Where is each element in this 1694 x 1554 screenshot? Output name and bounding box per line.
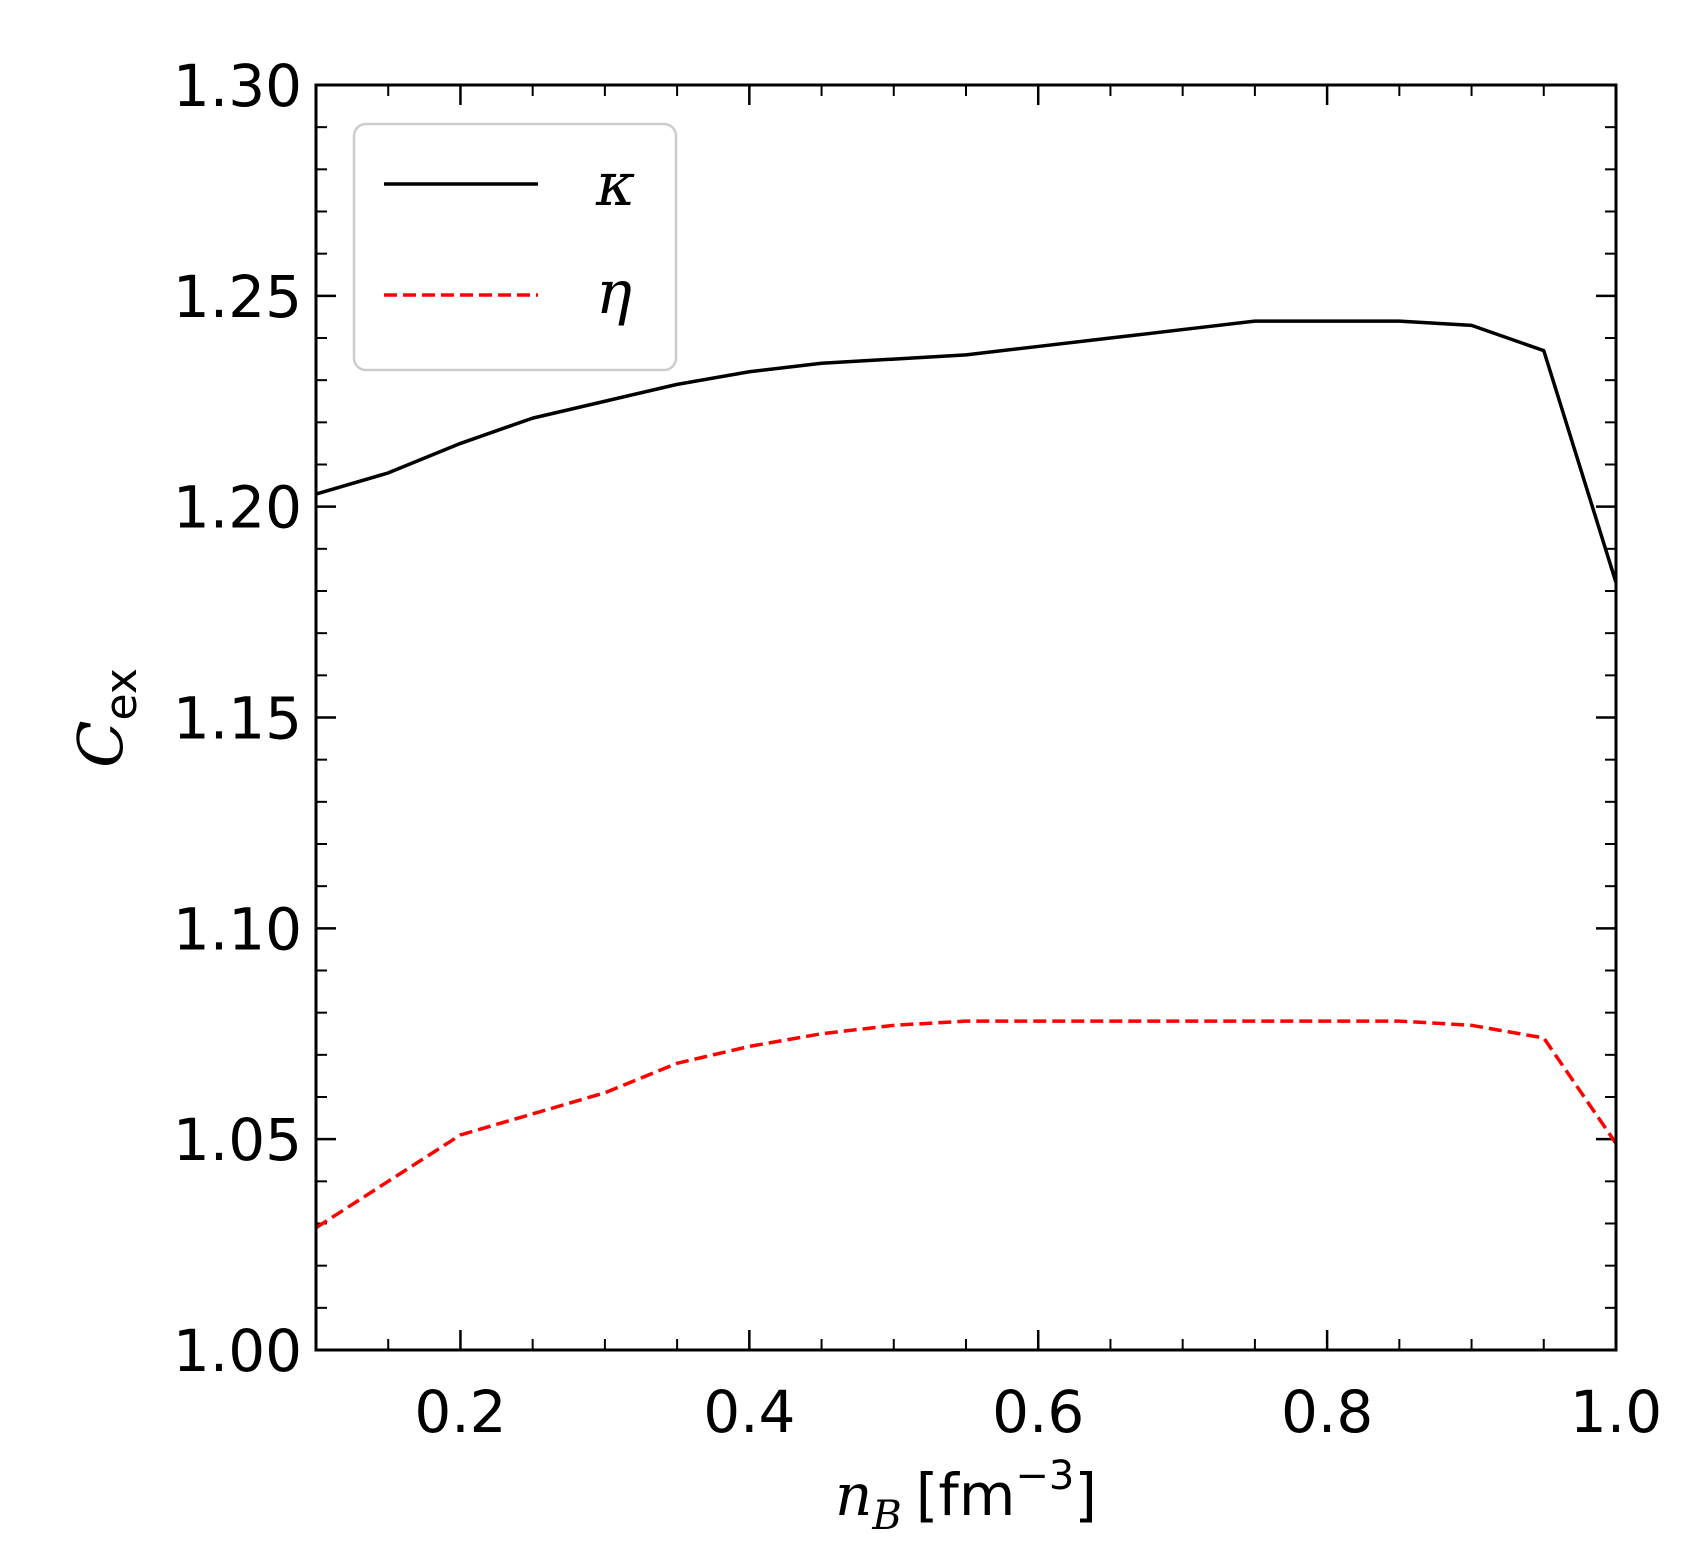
x-tick-label: 0.4 — [703, 1378, 795, 1446]
y-axis-label: Cex — [64, 668, 147, 768]
x-axis-label-exp: −3 — [1015, 1453, 1074, 1499]
y-tick-labels: 1.00 1.05 1.10 1.15 1.20 1.25 1.30 — [173, 52, 302, 1385]
y-tick-label: 1.25 — [173, 263, 302, 331]
legend-label-eta: η — [596, 258, 632, 328]
y-axis-label-var: C — [64, 720, 137, 767]
x-axis-label-unit-open: [fm — [916, 1461, 1016, 1529]
y-tick-label: 1.10 — [173, 895, 302, 963]
x-tick-label: 0.6 — [992, 1378, 1084, 1446]
x-axis-label-unit-close: ] — [1074, 1461, 1097, 1529]
y-tick-label: 1.00 — [173, 1317, 302, 1385]
y-tick-label: 1.20 — [173, 474, 302, 542]
x-axis-label: nB [fm−3] — [835, 1453, 1097, 1539]
series-line-kappa — [315, 319, 1618, 584]
y-tick-label: 1.30 — [173, 52, 302, 120]
x-tick-labels: 0.2 0.4 0.6 0.8 1.0 — [414, 1378, 1662, 1446]
series-line-eta — [315, 1019, 1618, 1230]
minor-ticks — [316, 85, 1616, 1350]
x-tick-label: 0.8 — [1281, 1378, 1373, 1446]
x-axis-label-sub: B — [871, 1493, 901, 1539]
axes-frame — [314, 83, 1618, 1352]
legend: κ η — [352, 122, 678, 372]
series-group — [315, 319, 1618, 1230]
x-tick-label: 0.2 — [414, 1378, 506, 1446]
y-axis-label-sub: ex — [96, 668, 147, 720]
legend-label-kappa: κ — [595, 150, 635, 220]
y-tick-label: 1.15 — [173, 685, 302, 753]
y-tick-label: 1.05 — [173, 1106, 302, 1174]
x-axis-label-var: n — [835, 1461, 872, 1529]
x-tick-label: 1.0 — [1570, 1378, 1662, 1446]
